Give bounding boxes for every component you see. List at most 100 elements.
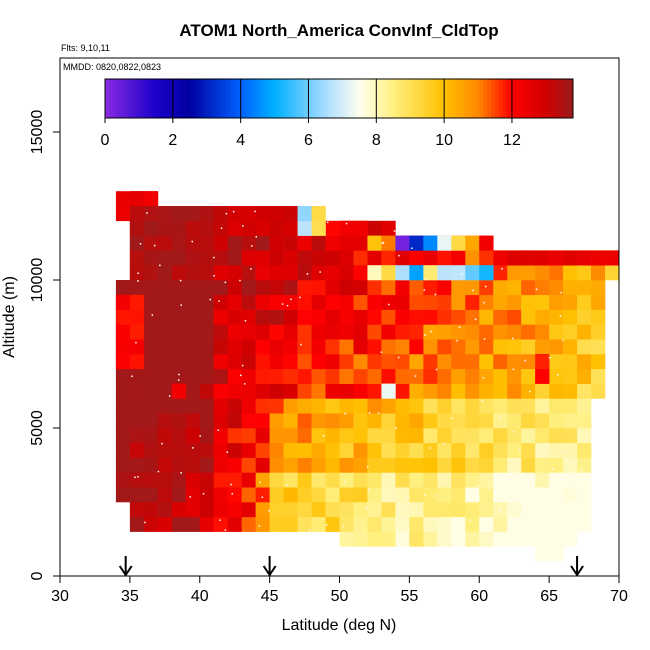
heatmap-cell [325, 516, 340, 532]
track-speck [388, 303, 390, 306]
heatmap-cell [521, 368, 536, 384]
heatmap-cell [213, 472, 228, 488]
heatmap-cell [493, 250, 508, 266]
heatmap-cell [563, 442, 578, 458]
track-speck [344, 481, 346, 483]
heatmap-cell [283, 265, 298, 281]
heatmap-cell [325, 354, 340, 370]
colorbar-segment [233, 79, 238, 118]
track-speck [430, 330, 432, 333]
heatmap-cell [437, 502, 452, 518]
heatmap-cell [311, 206, 326, 222]
heatmap-cell [493, 294, 508, 310]
heatmap-cell [507, 280, 522, 296]
colorbar-segment [541, 79, 547, 118]
track-speck [434, 495, 436, 497]
heatmap-cell [157, 413, 173, 429]
colorbar-segment [467, 79, 472, 118]
heatmap-cell [241, 428, 256, 444]
heatmap-cell [185, 398, 201, 414]
heatmap-cell [129, 265, 145, 281]
heatmap-cell [283, 383, 298, 399]
heatmap-cell [143, 220, 159, 236]
colorbar-segment [346, 79, 352, 118]
heatmap-cell [521, 457, 536, 473]
heatmap-cell [255, 354, 270, 370]
colorbar-segment [456, 79, 461, 118]
heatmap-cell [213, 309, 228, 325]
heatmap-cell [283, 442, 298, 458]
track-speck [458, 326, 461, 329]
heatmap-cell [563, 324, 578, 340]
track-speck [153, 244, 156, 247]
heatmap-cell [157, 502, 173, 518]
track-speck [261, 496, 264, 498]
colorbar-segment [370, 79, 375, 118]
track-speck [251, 245, 253, 247]
heatmap-cell [255, 457, 270, 473]
colorbar-segment [350, 79, 355, 118]
colorbar-segment [253, 79, 258, 118]
heatmap-cell [339, 516, 354, 532]
heatmap-cell [185, 280, 201, 296]
colorbar-tick-label: 10 [435, 132, 453, 149]
heatmap-cell [283, 368, 298, 384]
heatmap-cell [353, 339, 368, 355]
colorbar-segment [452, 79, 457, 118]
heatmap-cell [423, 235, 438, 251]
heatmap-cell [423, 428, 438, 444]
heatmap-cell [577, 442, 592, 458]
heatmap-cell [451, 368, 466, 384]
track-speck [395, 427, 397, 429]
heatmap-cell [199, 398, 215, 414]
heatmap-cell [129, 383, 145, 399]
heatmap-cell [381, 398, 396, 414]
x-axis-label: Latitude (deg N) [282, 617, 397, 634]
heatmap-cell [213, 280, 228, 296]
heatmap-cell [157, 354, 173, 370]
heatmap-cell [577, 309, 592, 325]
heatmap-cell [563, 280, 578, 296]
colorbar-segment [194, 79, 199, 118]
colorbar-segment [565, 79, 570, 118]
heatmap-cell [255, 413, 270, 429]
heatmap-cell [521, 502, 536, 518]
track-speck [411, 247, 413, 249]
heatmap-cell [227, 250, 242, 266]
heatmap-cell [339, 324, 354, 340]
heatmap-cell [241, 206, 256, 222]
heatmap-cell [269, 235, 284, 251]
heatmap-cell [227, 413, 242, 429]
heatmap-cell [395, 324, 410, 340]
heatmap-cell [577, 339, 592, 355]
colorbar-segment [342, 79, 348, 118]
heatmap-cell [423, 250, 438, 266]
heatmap-cell [171, 442, 187, 458]
track-speck [157, 470, 160, 473]
heatmap-cell [521, 516, 536, 532]
track-speck [131, 375, 133, 377]
heatmap-cell [535, 383, 550, 399]
heatmap-cell [269, 502, 284, 518]
heatmap-cell [325, 280, 340, 296]
track-speck [240, 374, 242, 377]
heatmap-cell [157, 324, 173, 340]
colorbar-segment [522, 79, 527, 118]
heatmap-cell [479, 516, 494, 532]
heatmap-cell [185, 339, 201, 355]
heatmap-cell [423, 531, 438, 547]
track-speck [535, 288, 538, 290]
heatmap-cell [199, 368, 215, 384]
colorbar-segment [225, 79, 231, 118]
track-speck [244, 383, 246, 385]
track-speck [322, 434, 325, 437]
heatmap-cell [535, 265, 550, 281]
heatmap-cell [157, 294, 173, 310]
heatmap-cell [297, 220, 312, 236]
heatmap-cell [577, 428, 592, 444]
track-speck [308, 529, 311, 531]
x-tick-label: 70 [610, 588, 628, 605]
track-speck [180, 472, 182, 474]
track-speck [398, 254, 400, 257]
heatmap-cell [297, 502, 312, 518]
